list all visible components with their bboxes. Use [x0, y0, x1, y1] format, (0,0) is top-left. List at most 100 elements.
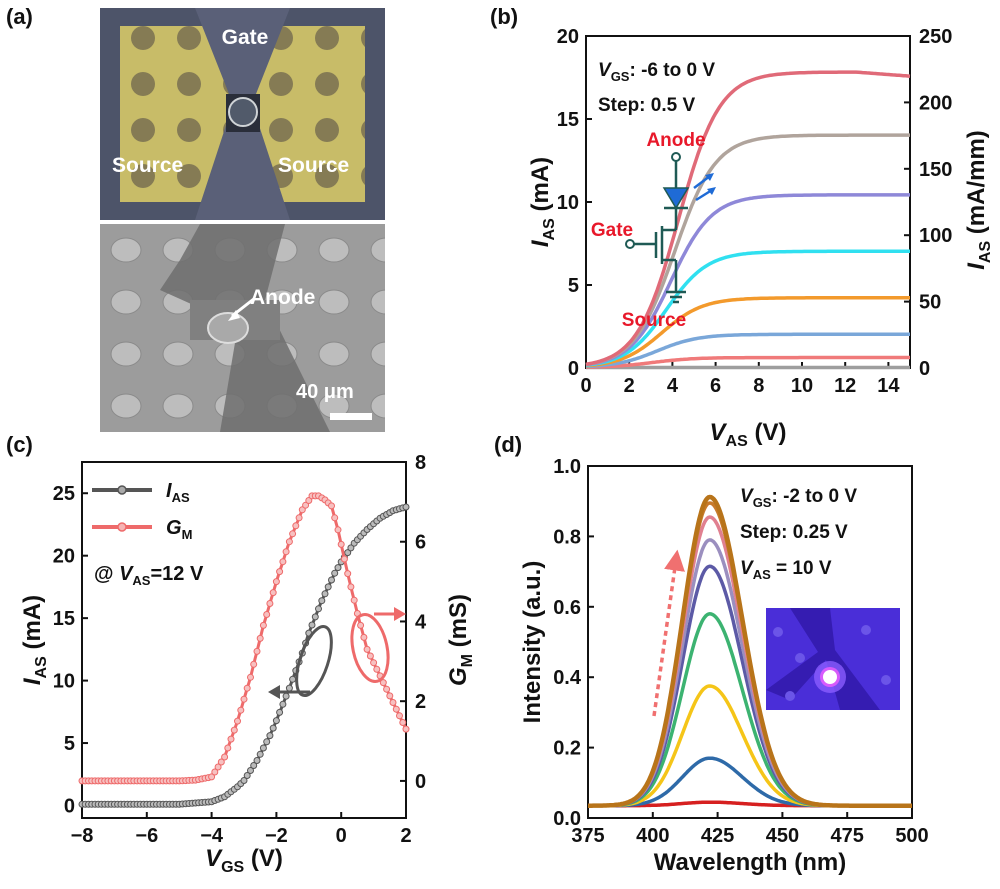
- c-x-axis-label-unit: (V): [244, 845, 283, 872]
- gm-point: [331, 514, 339, 522]
- ias-point: [289, 675, 297, 683]
- b-annotation-vgs-range: : -6 to 0 V: [629, 60, 715, 81]
- y-tick-label: 20: [53, 546, 75, 568]
- panel-b: (b) 0 2 4 6 8 10 12 1405101520050100150200250VA…: [490, 4, 994, 450]
- b-y-axis-label-unit: (mA): [527, 157, 554, 218]
- optical-micrograph: Gate Source Source: [100, 8, 385, 220]
- gm-point: [399, 719, 407, 726]
- y-tick-label: 0.6: [553, 597, 581, 619]
- y2-tick-label: 0: [415, 771, 426, 793]
- panel-d-label: (d): [494, 432, 522, 457]
- c-y-axis-label-base: I: [19, 677, 46, 685]
- d-annotation-vas-sub: AS: [753, 567, 771, 582]
- legend-ias-sub: AS: [172, 490, 190, 505]
- y-tick-label: 10: [557, 192, 579, 214]
- b-series-line: [585, 249, 910, 367]
- gm-point: [282, 548, 290, 556]
- gm-point: [237, 706, 245, 714]
- gm-point: [402, 725, 410, 733]
- gm-point: [227, 735, 235, 743]
- x-tick-label: 400: [636, 825, 669, 847]
- x-tick-label: −6: [135, 825, 158, 847]
- svg-text:VGS: -6 to 0 V: VGS: -6 to 0 V: [598, 60, 715, 84]
- c-condition-v: V: [119, 563, 134, 585]
- b-series-line: [585, 193, 910, 367]
- y-tick-label: 0.0: [553, 808, 581, 830]
- x-tick-label: 425: [701, 825, 734, 847]
- ias-point: [328, 576, 335, 584]
- ias-point: [263, 738, 271, 746]
- b-y2-axis-label-base: I: [963, 262, 990, 270]
- optical-source-left-label: Source: [112, 154, 183, 177]
- sem-anode-label: Anode: [250, 286, 315, 309]
- d-series-line: [588, 494, 912, 808]
- y2-tick-label: 100: [919, 225, 952, 247]
- gm-point: [344, 570, 352, 578]
- gm-point: [366, 652, 374, 660]
- ias-point: [285, 684, 293, 692]
- d-annotation-vgs-sub: GS: [753, 495, 772, 510]
- ias-point: [243, 772, 251, 779]
- ias-point: [318, 597, 326, 605]
- y-tick-label: 25: [53, 483, 75, 505]
- c-y-axis-label-sub: AS: [33, 656, 50, 679]
- gm-point: [259, 621, 267, 629]
- x-tick-label: 0: [580, 375, 591, 397]
- y-tick-label: 15: [53, 608, 75, 630]
- gm-point: [328, 502, 335, 510]
- gm-point: [392, 705, 400, 713]
- gm-point: [357, 621, 365, 629]
- b-y-axis-label-base: I: [527, 239, 554, 247]
- gm-point: [340, 555, 348, 563]
- gm-point: [396, 712, 403, 720]
- sem-scale-bar-label: 40 μm: [296, 381, 354, 403]
- svg-text:VAS = 10 V: VAS = 10 V: [740, 558, 832, 582]
- gm-point: [234, 717, 241, 725]
- c-legend: IAS GM: [92, 480, 192, 542]
- b-annotation-vgs: V: [598, 60, 612, 81]
- ias-point: [331, 569, 339, 577]
- gm-point: [302, 501, 310, 509]
- x-tick-label: 500: [895, 825, 928, 847]
- b-y-axis-label: IAS (mA): [527, 157, 558, 247]
- y2-tick-label: 2: [415, 691, 426, 713]
- x-tick-label: −8: [71, 825, 94, 847]
- panel-c-label: (c): [6, 432, 33, 457]
- gm-point: [285, 538, 293, 546]
- gm-point: [379, 679, 387, 687]
- gm-point: [350, 596, 358, 604]
- panel-a-label: (a): [6, 4, 33, 29]
- y-tick-label: 15: [557, 109, 579, 131]
- gm-point: [370, 659, 378, 667]
- gm-point: [305, 497, 313, 504]
- y2-tick-label: 50: [919, 292, 941, 314]
- ias-point: [324, 583, 332, 591]
- optical-gate-label: Gate: [222, 26, 269, 49]
- gm-point: [279, 558, 287, 566]
- c-y2-axis-label-unit: (mS): [445, 594, 472, 654]
- plot-frame: [81, 461, 407, 819]
- c-x-axis-label: VGS (V): [205, 845, 283, 876]
- panel-a: (a) Gate Source Source Anode 40 μm: [6, 4, 385, 432]
- led-diode-icon: [662, 187, 690, 210]
- gm-point: [214, 763, 222, 771]
- c-x-axis-label-sub: GS: [221, 859, 244, 876]
- gm-point: [292, 522, 300, 530]
- gm-point: [363, 645, 371, 653]
- y-tick-label: 10: [53, 671, 75, 693]
- x-tick-label: 375: [571, 825, 604, 847]
- chart-d: 375 400 425 450 475 500 0.0 0.2 0.4 0.6 0.8 1.0 Wave…: [519, 456, 929, 876]
- x-tick-label: 4: [667, 375, 679, 397]
- circuit-gate-label: Gate: [591, 220, 633, 241]
- emission-photo-inset: [766, 608, 900, 710]
- c-y-axis-label-unit: (mA): [19, 595, 46, 656]
- gm-point: [373, 665, 381, 673]
- d-annotation-vas-value: = 10 V: [771, 558, 832, 579]
- ias-point: [347, 544, 355, 552]
- c-y2-axis-label-sub: M: [459, 654, 476, 667]
- gm-point: [298, 506, 306, 514]
- y2-tick-label: 8: [415, 452, 426, 474]
- y-tick-label: 5: [568, 275, 579, 297]
- gm-point: [221, 753, 229, 761]
